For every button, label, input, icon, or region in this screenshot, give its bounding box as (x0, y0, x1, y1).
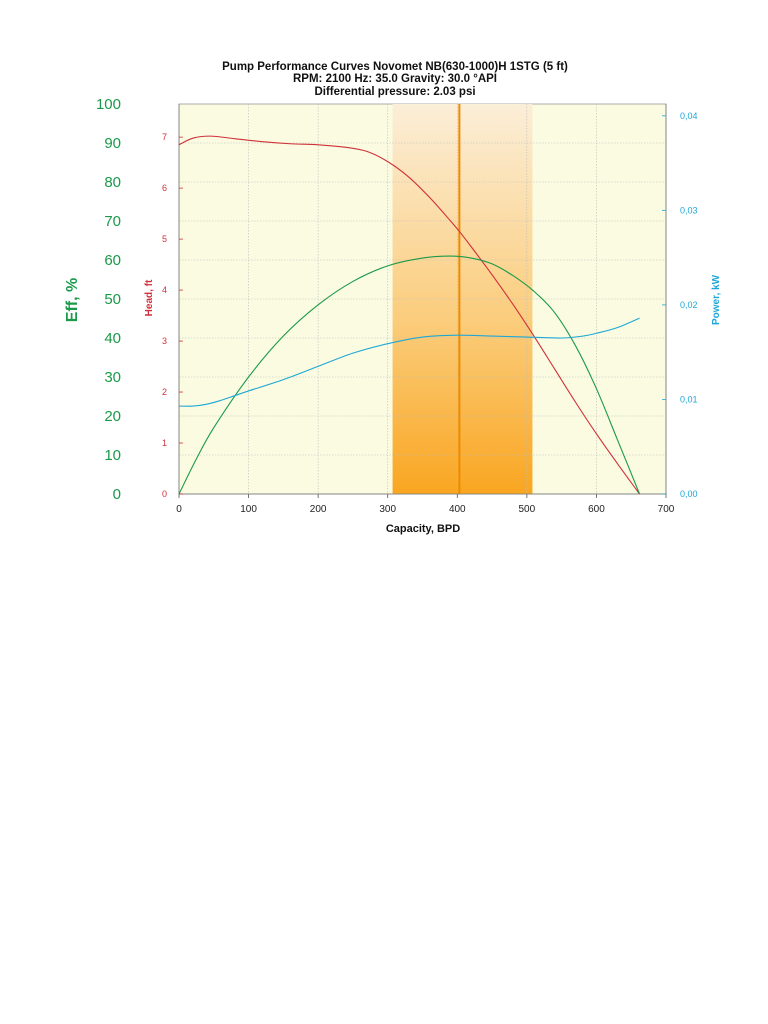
x-tick-label: 700 (658, 504, 675, 515)
tick-labels: 0 100 200 300 400 500 600 700010203040506070809… (96, 96, 698, 515)
eff-tick-label: 0 (113, 486, 121, 503)
grid (179, 104, 666, 494)
chart-title: Pump Performance Curves Novomet NB(630-1… (222, 61, 568, 73)
chart-container: Pump Performance Curves Novomet NB(630-1… (64, 61, 722, 535)
head-tick-label: 6 (162, 183, 167, 193)
x-tick-label: 300 (379, 504, 396, 515)
head-tick-label: 2 (162, 387, 167, 397)
x-tick-label: 500 (519, 504, 536, 515)
eff-tick-label: 60 (104, 252, 121, 269)
eff-tick-label: 50 (104, 291, 121, 308)
eff-tick-label: 10 (104, 447, 121, 464)
head-curve (178, 135, 641, 495)
power-tick-label: 0,01 (680, 394, 698, 404)
eff-tick-label: 90 (104, 135, 121, 152)
eff-tick-label: 70 (104, 213, 121, 230)
eff-axis-label: Eff, % (64, 278, 81, 322)
head-axis-label: Head, ft (144, 279, 155, 316)
x-tick-label: 200 (310, 504, 327, 515)
head-tick-label: 0 (162, 489, 167, 499)
head-tick-label: 5 (162, 234, 167, 244)
eff-tick-label: 40 (104, 330, 121, 347)
eff-curve (178, 255, 641, 495)
x-tick-label: 0 (176, 504, 182, 515)
x-axis-label: Capacity, BPD (386, 523, 460, 535)
power-tick-label: 0,02 (680, 300, 698, 310)
x-tick-label: 600 (588, 504, 605, 515)
chart-subtitle-2: Differential pressure: 2.03 psi (314, 86, 475, 98)
x-tick-label: 100 (240, 504, 257, 515)
curves (178, 135, 641, 495)
power-curve (178, 317, 640, 407)
x-tick-label: 400 (449, 504, 466, 515)
head-tick-label: 3 (162, 336, 167, 346)
pump-performance-chart: Pump Performance Curves Novomet NB(630-1… (64, 61, 722, 535)
power-tick-label: 0,00 (680, 489, 698, 499)
eff-tick-label: 30 (104, 369, 121, 386)
chart-subtitle-1: RPM: 2100 Hz: 35.0 Gravity: 30.0 °API (293, 73, 497, 85)
eff-tick-label: 20 (104, 408, 121, 425)
power-axis-label: Power, kW (711, 274, 722, 325)
head-tick-label: 1 (162, 438, 167, 448)
eff-tick-label: 80 (104, 174, 121, 191)
head-tick-label: 4 (162, 285, 167, 295)
power-tick-label: 0,03 (680, 205, 698, 215)
head-tick-label: 7 (162, 132, 167, 142)
eff-tick-label: 100 (96, 96, 121, 113)
power-tick-label: 0,04 (680, 111, 698, 121)
